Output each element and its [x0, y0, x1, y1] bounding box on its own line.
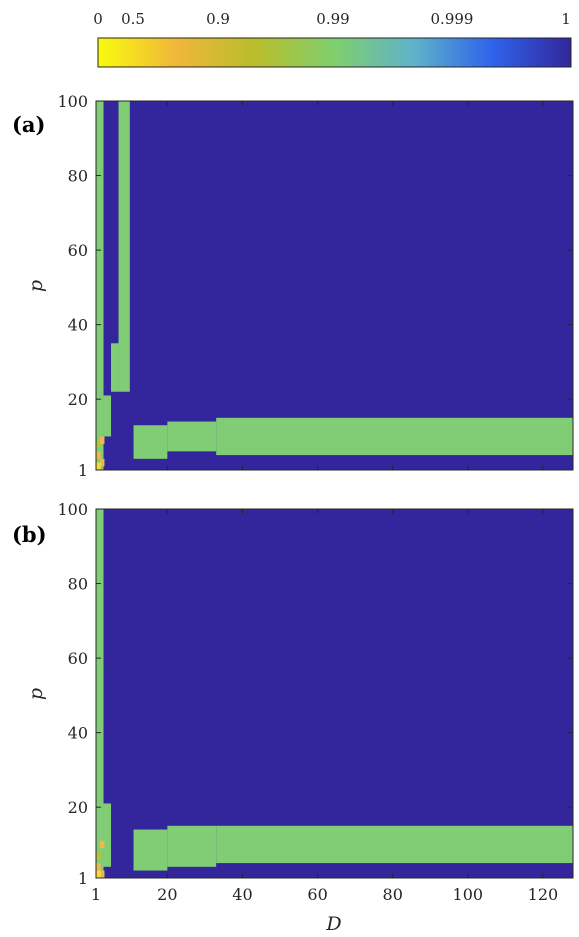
colorbar-label-09: 0.9 — [206, 10, 230, 28]
panel-label-b: (b) — [12, 522, 47, 547]
colorbar-label-05: 0.5 — [121, 10, 145, 28]
x-tick-label: 100 — [453, 885, 484, 904]
heatmap-cell — [96, 851, 101, 860]
panel-b-y-ticks: 1 20 40 60 80 100 — [57, 500, 573, 888]
panel-a: (a) 1 20 40 60 80 100 p — [12, 92, 574, 480]
heatmap-region — [96, 509, 104, 878]
heatmap-cell — [99, 458, 105, 467]
y-tick-label: 80 — [68, 575, 88, 594]
heatmap-cell — [96, 870, 101, 878]
panel-a-heatmap — [96, 101, 574, 470]
y-tick-label: 40 — [68, 316, 88, 335]
colorbar-label-099: 0.99 — [316, 10, 349, 28]
y-tick-label: 100 — [57, 92, 88, 111]
heatmap-region — [167, 421, 217, 452]
heatmap-background — [96, 101, 573, 470]
heatmap-cell — [96, 863, 101, 871]
x-tick-label: 20 — [157, 885, 177, 904]
x-tick-label: 1 — [91, 885, 101, 904]
heatmap-region — [118, 101, 130, 392]
heatmap-region — [111, 343, 119, 392]
heatmap-cell — [96, 451, 101, 459]
heatmap-cell — [96, 462, 101, 470]
heatmap-region — [216, 825, 574, 864]
y-tick-label: 60 — [68, 649, 88, 668]
heatmap-cell — [99, 870, 105, 878]
panel-b-x-label: D — [325, 913, 341, 935]
panel-b-x-ticks: 1 20 40 60 80 100 120 — [91, 509, 558, 904]
heatmap-region — [103, 803, 112, 867]
panel-a-y-label: p — [25, 280, 47, 292]
y-tick-label: 40 — [68, 724, 88, 743]
y-tick-label: 60 — [68, 241, 88, 260]
y-tick-label: 1 — [78, 869, 88, 888]
panel-label-a: (a) — [12, 112, 45, 137]
colorbar-label-0: 0 — [93, 10, 103, 28]
panel-a-frame — [95, 100, 574, 471]
panel-b-heatmap — [96, 509, 574, 878]
heatmap-region — [103, 395, 112, 437]
heatmap-cell — [96, 440, 101, 448]
x-tick-label: 120 — [528, 885, 559, 904]
x-tick-label: 40 — [232, 885, 252, 904]
heatmap-region — [133, 425, 168, 459]
heatmap-region — [167, 825, 217, 867]
heatmap-region — [216, 417, 574, 456]
y-tick-label: 20 — [68, 390, 88, 409]
y-tick-label: 100 — [57, 500, 88, 519]
y-tick-label: 80 — [68, 167, 88, 186]
y-tick-label: 20 — [68, 798, 88, 817]
x-tick-label: 80 — [383, 885, 403, 904]
panel-a-x-ticks — [95, 101, 544, 470]
panel-b-y-label: p — [25, 688, 47, 700]
panel-a-y-ticks: 1 20 40 60 80 100 — [57, 92, 573, 480]
y-tick-label: 1 — [78, 461, 88, 480]
heatmap-region — [133, 829, 168, 871]
colorbar-bar — [97, 37, 572, 68]
x-tick-label: 60 — [307, 885, 327, 904]
colorbar: 0 0.5 0.9 0.99 0.999 1 — [93, 10, 572, 68]
heatmap-cell — [99, 840, 105, 849]
colorbar-label-1: 1 — [561, 10, 571, 28]
heatmap-cell — [99, 436, 105, 444]
heatmap-region — [96, 101, 104, 470]
heatmap-background — [96, 509, 573, 878]
colorbar-label-0999: 0.999 — [431, 10, 474, 28]
panel-b-frame — [95, 508, 574, 879]
